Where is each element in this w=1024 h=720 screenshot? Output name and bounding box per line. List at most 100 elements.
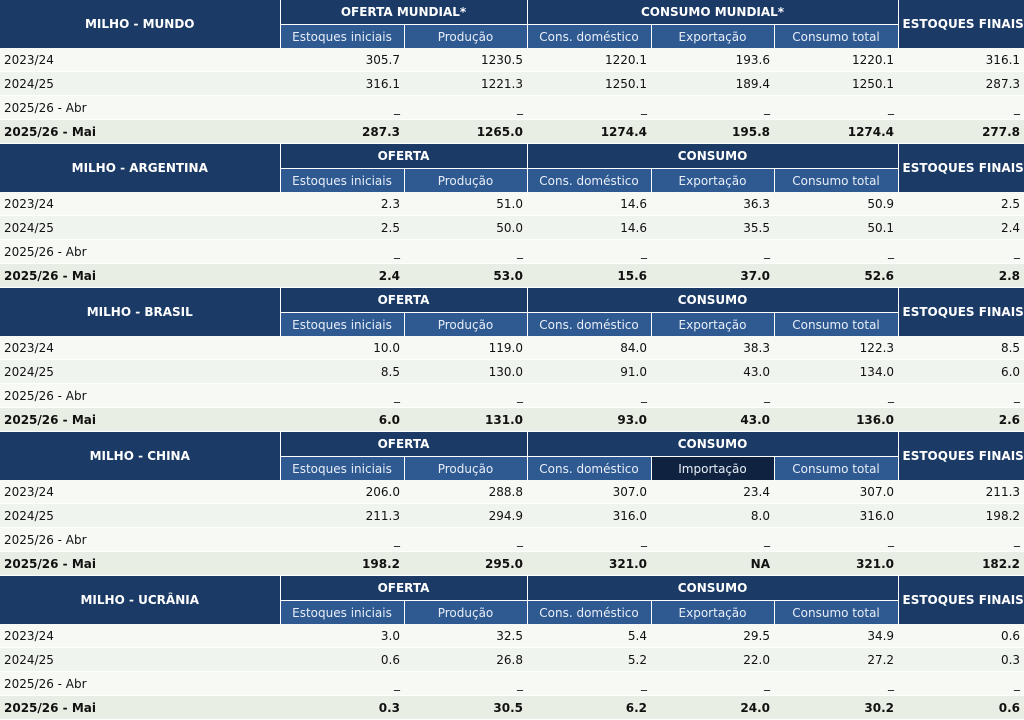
table-row: 2025/26 - Abr _ _ _ _ _ _ <box>0 383 1024 408</box>
table-cell: _ <box>280 671 404 696</box>
table-cell: 198.2 <box>280 551 404 576</box>
table-row: 2023/24 2.3 51.0 14.6 36.3 50.9 2.5 <box>0 192 1024 216</box>
table-cell: 211.3 <box>280 503 404 528</box>
row-label: 2024/25 <box>0 215 280 240</box>
table-cell: _ <box>404 671 527 696</box>
table-cell: 316.0 <box>527 503 651 528</box>
row-label: 2023/24 <box>0 624 280 648</box>
column-header-producao: Produção <box>404 456 528 480</box>
table-cell: 195.8 <box>651 119 775 144</box>
table-cell: 189.4 <box>651 71 775 96</box>
table-cell: 14.6 <box>527 215 651 240</box>
table-cell: 30.5 <box>404 695 527 720</box>
column-header-estoques-iniciais: Estoques iniciais <box>280 168 405 192</box>
table-cell: 2.6 <box>898 407 1024 432</box>
column-header-consumo-total: Consumo total <box>774 600 899 624</box>
column-header-exportacao: Exportação <box>651 600 775 624</box>
table-cell: 53.0 <box>404 263 527 288</box>
table-cell: 1220.1 <box>527 48 652 72</box>
table-cell: 1274.4 <box>527 119 652 144</box>
table-cell: 295.0 <box>404 551 527 576</box>
table-cell: 2.3 <box>280 192 404 216</box>
table-cell: 316.1 <box>898 48 1024 72</box>
table-cell: 22.0 <box>651 647 774 672</box>
row-label: 2025/26 - Abr <box>0 527 280 552</box>
table-cell: _ <box>651 239 774 264</box>
table-cell: 27.2 <box>774 647 899 672</box>
column-header-consumo-total: Consumo total <box>774 168 899 192</box>
supply-group-header: OFERTA <box>280 576 528 601</box>
column-header-cons-domestico: Cons. doméstico <box>527 168 652 192</box>
table-cell: 131.0 <box>404 407 527 432</box>
table-milho-ucrania: MILHO - UCRÂNIA OFERTA CONSUMO ESTOQUES FIN… <box>0 576 1024 720</box>
row-label: 2025/26 - Mai <box>0 407 280 432</box>
table-cell: 321.0 <box>527 551 651 576</box>
table-row: 2025/26 - Mai 287.3 1265.0 1274.4 195.8 1274.… <box>0 119 1024 144</box>
table-cell: 3.0 <box>280 624 404 648</box>
row-label: 2025/26 - Abr <box>0 239 280 264</box>
table-cell: 211.3 <box>898 480 1024 504</box>
table-cell: 8.5 <box>280 359 404 384</box>
table-cell: 307.0 <box>527 480 651 504</box>
table-cell: 10.0 <box>280 336 404 360</box>
table-cell: _ <box>527 671 651 696</box>
table-title: MILHO - MUNDO <box>0 0 281 48</box>
table-cell: 0.3 <box>280 695 404 720</box>
consumption-group-header: CONSUMO MUNDIAL* <box>527 0 899 25</box>
table-row: 2023/24 305.7 1230.5 1220.1 193.6 1220.1 316.1 <box>0 48 1024 72</box>
table-cell: _ <box>527 239 651 264</box>
table-cell: _ <box>280 95 404 120</box>
table-cell: 50.0 <box>404 215 527 240</box>
table-cell: 305.7 <box>280 48 404 72</box>
table-cell: _ <box>404 527 527 552</box>
consumption-group-header: CONSUMO <box>527 144 899 169</box>
table-row: 2024/25 316.1 1221.3 1250.1 189.4 1250.1 287.3 <box>0 71 1024 96</box>
table-cell: _ <box>898 239 1024 264</box>
table-cell: 134.0 <box>774 359 899 384</box>
table-cell: 36.3 <box>651 192 774 216</box>
table-cell: NA <box>651 551 774 576</box>
table-cell: 0.6 <box>280 647 404 672</box>
column-header-estoques-iniciais: Estoques iniciais <box>280 312 405 336</box>
table-cell: 287.3 <box>898 71 1024 96</box>
table-cell: 29.5 <box>651 624 774 648</box>
column-header-exportacao: Exportação <box>651 24 775 48</box>
column-header-estoques-iniciais: Estoques iniciais <box>280 600 405 624</box>
table-cell: _ <box>651 527 774 552</box>
table-cell: 307.0 <box>774 480 899 504</box>
column-header-consumo-total: Consumo total <box>774 24 899 48</box>
row-label: 2024/25 <box>0 359 280 384</box>
table-cell: 198.2 <box>898 503 1024 528</box>
row-label: 2025/26 - Mai <box>0 263 280 288</box>
ending-stocks-header: ESTOQUES FINAIS* <box>898 432 1024 480</box>
table-cell: 35.5 <box>651 215 774 240</box>
table-cell: 93.0 <box>527 407 651 432</box>
table-cell: 1250.1 <box>527 71 652 96</box>
table-cell: 287.3 <box>280 119 404 144</box>
table-cell: _ <box>898 383 1024 408</box>
table-cell: 316.1 <box>280 71 404 96</box>
table-cell: 43.0 <box>651 407 774 432</box>
row-label: 2024/25 <box>0 71 280 96</box>
table-cell: _ <box>774 383 899 408</box>
table-cell: 1274.4 <box>774 119 899 144</box>
table-cell: 1220.1 <box>774 48 899 72</box>
row-label: 2023/24 <box>0 48 280 72</box>
table-cell: 50.1 <box>774 215 899 240</box>
table-cell: 193.6 <box>651 48 775 72</box>
column-header-cons-domestico: Cons. doméstico <box>527 456 652 480</box>
column-header-producao: Produção <box>404 24 528 48</box>
table-row: 2025/26 - Mai 0.3 30.5 6.2 24.0 30.2 0.6 <box>0 695 1024 720</box>
table-row: 2025/26 - Mai 198.2 295.0 321.0 NA 321.0 182.2 <box>0 551 1024 576</box>
table-cell: 32.5 <box>404 624 527 648</box>
row-label: 2025/26 - Mai <box>0 551 280 576</box>
table-cell: 119.0 <box>404 336 527 360</box>
table-cell: 34.9 <box>774 624 899 648</box>
table-cell: 294.9 <box>404 503 527 528</box>
table-cell: 2.5 <box>280 215 404 240</box>
table-cell: 321.0 <box>774 551 899 576</box>
table-milho-brasil: MILHO - BRASIL OFERTA CONSUMO ESTOQUES FINA… <box>0 288 1024 432</box>
table-row: 2025/26 - Abr _ _ _ _ _ _ <box>0 671 1024 696</box>
table-milho-china: MILHO - CHINA OFERTA CONSUMO ESTOQUES FINAI… <box>0 432 1024 576</box>
table-cell: 2.4 <box>898 215 1024 240</box>
